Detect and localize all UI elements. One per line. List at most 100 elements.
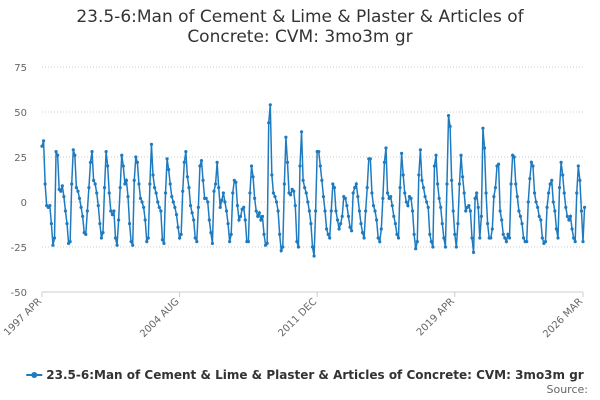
data-point <box>48 204 52 208</box>
data-point <box>210 241 215 245</box>
data-point <box>515 195 519 199</box>
data-point <box>576 164 580 168</box>
data-point <box>429 240 433 244</box>
data-point <box>134 155 138 159</box>
data-point <box>199 159 204 163</box>
data-point <box>295 240 299 244</box>
data-point <box>156 200 160 204</box>
data-point <box>301 178 305 182</box>
data-point <box>370 191 374 195</box>
data-point <box>554 227 559 231</box>
x-tick-label: 2019 APR <box>415 296 457 338</box>
data-point <box>517 209 521 213</box>
data-point <box>381 196 385 200</box>
data-point <box>163 191 168 195</box>
data-point <box>354 182 358 186</box>
data-point <box>271 191 276 195</box>
data-point <box>335 218 340 222</box>
data-point <box>557 186 562 190</box>
data-point <box>129 240 133 244</box>
x-tick-label: 2011 DEC <box>276 296 319 339</box>
data-point <box>562 191 566 195</box>
data-point <box>421 186 426 190</box>
data-point <box>235 204 240 208</box>
data-point <box>553 209 557 213</box>
data-point <box>306 200 310 204</box>
data-point <box>478 236 482 240</box>
data-point <box>74 186 78 190</box>
data-point <box>501 232 505 236</box>
y-tick-label: 25 <box>14 153 27 164</box>
data-point <box>76 189 80 193</box>
data-point <box>570 227 574 231</box>
data-point <box>256 214 260 218</box>
data-point <box>528 177 532 181</box>
data-point <box>385 191 390 195</box>
data-point <box>431 245 435 249</box>
data-point <box>406 204 410 208</box>
data-point <box>373 209 377 213</box>
data-point <box>486 222 490 226</box>
data-point <box>521 236 526 240</box>
data-point <box>457 182 462 186</box>
data-point <box>107 191 111 195</box>
data-point <box>162 241 166 245</box>
data-point <box>410 209 415 213</box>
data-point <box>420 178 424 182</box>
data-point <box>71 148 75 152</box>
data-point <box>99 236 104 240</box>
data-point <box>206 200 210 204</box>
data-point <box>196 205 200 209</box>
data-point <box>529 160 534 164</box>
data-point <box>518 214 523 218</box>
data-point <box>41 139 46 143</box>
data-point <box>364 209 368 213</box>
legend-marker <box>31 372 38 378</box>
data-point <box>193 236 197 240</box>
data-point <box>446 114 451 118</box>
data-point <box>324 227 329 231</box>
data-point <box>390 204 394 208</box>
data-point <box>365 186 369 190</box>
data-point <box>106 164 110 168</box>
data-point <box>540 236 544 240</box>
data-point <box>184 150 188 154</box>
data-point <box>509 182 513 186</box>
data-point <box>412 232 416 236</box>
data-point <box>531 164 535 168</box>
data-point <box>85 209 89 213</box>
data-point <box>476 205 480 209</box>
data-point <box>461 175 465 179</box>
data-point <box>157 205 161 209</box>
data-point <box>565 214 569 218</box>
data-point <box>73 153 77 157</box>
data-point <box>456 222 460 226</box>
data-point <box>79 205 83 209</box>
data-point <box>432 164 437 168</box>
chart-title: 23.5-6:Man of Cement & Lime & Plaster & … <box>76 7 524 47</box>
data-point <box>525 240 529 244</box>
data-point <box>217 186 221 190</box>
data-point <box>320 178 324 182</box>
data-point <box>464 209 468 213</box>
data-point <box>493 186 498 190</box>
data-point <box>173 205 177 209</box>
data-point <box>532 191 537 195</box>
data-point <box>492 195 496 199</box>
data-point <box>165 157 169 161</box>
data-point <box>417 173 421 177</box>
data-point <box>393 222 397 226</box>
data-point <box>181 189 185 193</box>
data-point <box>192 218 196 222</box>
data-point <box>409 196 413 200</box>
data-point <box>246 240 250 244</box>
data-point <box>304 191 308 195</box>
x-tick-label: 1997 APR <box>2 296 44 338</box>
data-point <box>95 191 99 195</box>
y-tick-label: -25 <box>11 243 27 254</box>
source: Source: <box>547 383 589 396</box>
data-point <box>123 182 127 186</box>
data-point <box>323 209 327 213</box>
data-point <box>543 240 548 244</box>
data-point <box>179 232 183 236</box>
